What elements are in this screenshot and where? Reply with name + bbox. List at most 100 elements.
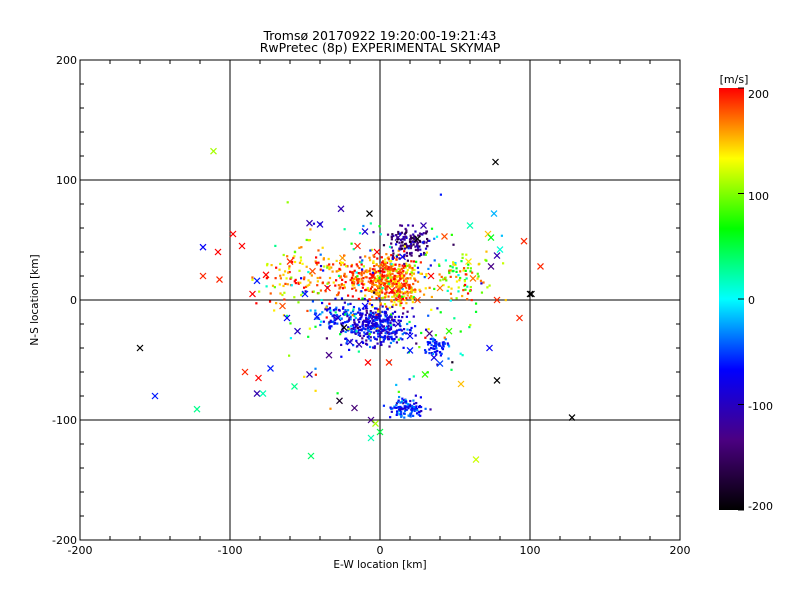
data-point [337, 269, 340, 272]
data-point [393, 301, 396, 304]
data-point [351, 313, 354, 317]
data-point [368, 259, 372, 262]
data-point [385, 291, 388, 294]
data-point [485, 250, 488, 253]
data-point [398, 395, 401, 399]
data-point [410, 251, 413, 255]
data-point [424, 328, 428, 331]
data-point-cross [436, 360, 444, 368]
data-point-cross [430, 354, 438, 362]
data-point-cross [487, 234, 495, 242]
data-point [405, 297, 408, 300]
data-point [367, 270, 370, 273]
data-point [365, 316, 368, 319]
data-point [355, 263, 358, 266]
data-point [373, 278, 376, 282]
data-point [303, 276, 306, 279]
data-point [327, 257, 330, 261]
data-point [372, 312, 375, 316]
data-point [283, 291, 286, 294]
data-point [416, 249, 420, 252]
data-point [349, 270, 352, 273]
data-point [362, 341, 365, 345]
data-point [405, 315, 408, 318]
data-point [353, 318, 356, 322]
data-point [386, 308, 389, 311]
data-point [386, 327, 390, 330]
data-point [476, 272, 479, 275]
data-point [369, 311, 372, 315]
data-point [463, 283, 467, 287]
data-point [438, 351, 442, 354]
data-point [411, 405, 414, 408]
data-point [397, 253, 400, 256]
data-point-cross [492, 158, 499, 166]
data-point [401, 276, 404, 280]
data-point [372, 346, 375, 349]
data-point [411, 301, 414, 304]
data-point [419, 272, 422, 275]
data-point [409, 276, 412, 280]
data-point [286, 255, 289, 258]
data-point [332, 281, 335, 284]
data-point [275, 302, 278, 305]
data-point [281, 293, 284, 297]
data-point [380, 324, 383, 327]
data-point [370, 248, 373, 251]
data-point [422, 293, 426, 296]
data-point [443, 342, 446, 345]
data-point [279, 277, 283, 280]
data-point [352, 248, 355, 251]
data-point [459, 352, 462, 355]
data-point [404, 332, 408, 335]
data-point [367, 280, 370, 283]
data-point [356, 282, 359, 285]
data-point [398, 247, 401, 250]
data-point [379, 273, 382, 276]
data-point [306, 284, 309, 287]
data-point [406, 294, 409, 297]
data-point [383, 274, 386, 277]
data-point [372, 254, 375, 257]
data-point [273, 309, 276, 312]
data-point [407, 414, 410, 417]
data-point [309, 228, 312, 231]
data-point [368, 269, 371, 272]
data-point [351, 324, 354, 327]
data-point [370, 276, 373, 279]
data-point [397, 267, 400, 271]
data-point [394, 333, 397, 336]
data-point [389, 278, 393, 281]
data-point [355, 278, 359, 281]
data-point [308, 327, 311, 330]
data-point [364, 333, 367, 336]
data-point [414, 406, 417, 409]
data-point [413, 235, 416, 239]
data-point [341, 261, 344, 264]
data-point [358, 307, 361, 310]
data-point [352, 283, 355, 286]
data-point [474, 302, 478, 305]
data-point [395, 255, 399, 258]
data-point [381, 276, 384, 279]
data-point [364, 328, 367, 331]
data-point [423, 276, 426, 279]
data-point [316, 284, 319, 287]
data-point [448, 271, 451, 275]
data-point [396, 400, 400, 404]
data-point [480, 282, 483, 285]
data-point [343, 228, 346, 231]
data-point [343, 321, 347, 324]
data-point-cross [306, 219, 313, 227]
data-point [309, 309, 312, 312]
data-point [436, 363, 439, 366]
data-point [390, 267, 393, 270]
data-point [329, 320, 333, 323]
data-point [434, 350, 437, 353]
data-point [322, 320, 325, 323]
data-point [379, 281, 382, 284]
data-point [325, 316, 328, 319]
data-point [344, 265, 348, 268]
data-point [430, 343, 433, 346]
data-point [387, 295, 390, 298]
